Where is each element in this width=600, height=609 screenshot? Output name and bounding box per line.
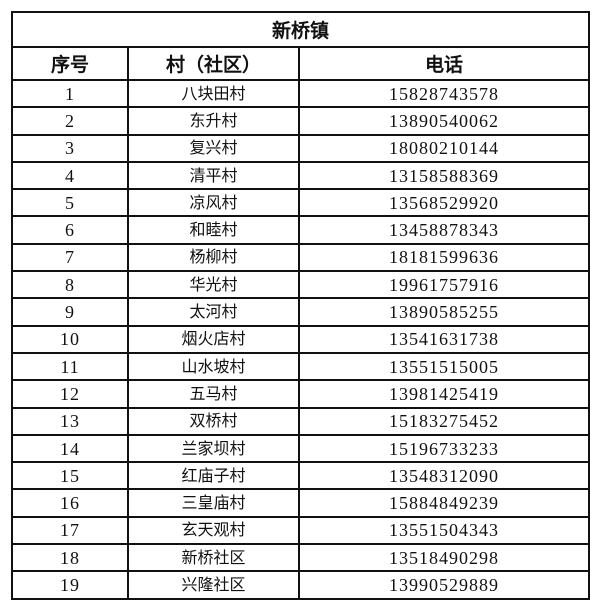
table-row: 1 八块田村 15828743578 xyxy=(11,78,590,109)
table-row: 3 复兴村 18080210144 xyxy=(11,133,590,163)
cell-index: 3 xyxy=(11,133,129,163)
cell-index: 1 xyxy=(11,78,129,109)
table-row: 7 杨柳村 18181599636 xyxy=(11,242,590,273)
table-row: 19 兴隆社区 13990529889 xyxy=(11,570,590,600)
cell-village: 太河村 xyxy=(127,297,300,327)
cell-phone: 13890540062 xyxy=(298,106,590,136)
table-row: 16 三皇庙村 15884849239 xyxy=(11,488,590,518)
cell-village: 东升村 xyxy=(127,106,300,136)
contact-table: 新桥镇 序号 村（社区） 电话 1 八块田村 15828743578 2 东升村 1389… xyxy=(11,11,590,600)
cell-index: 17 xyxy=(11,515,129,546)
table-row: 4 清平村 13158588369 xyxy=(11,160,590,191)
table-row: 9 太河村 13890585255 xyxy=(11,297,590,327)
cell-phone: 13551515005 xyxy=(298,351,590,382)
cell-phone: 13548312090 xyxy=(298,461,590,491)
cell-village: 双桥村 xyxy=(127,406,300,436)
cell-phone: 13158588369 xyxy=(298,160,590,191)
table-row: 5 凉风村 13568529920 xyxy=(11,188,590,218)
cell-phone: 13981425419 xyxy=(298,379,590,409)
cell-village: 复兴村 xyxy=(127,133,300,163)
cell-village: 清平村 xyxy=(127,160,300,191)
cell-phone: 18080210144 xyxy=(298,133,590,163)
cell-phone: 15196733233 xyxy=(298,433,590,464)
table-row: 15 红庙子村 13548312090 xyxy=(11,461,590,491)
cell-village: 玄天观村 xyxy=(127,515,300,546)
cell-index: 8 xyxy=(11,270,129,300)
cell-village: 和睦村 xyxy=(127,215,300,245)
cell-village: 山水坡村 xyxy=(127,351,300,382)
cell-index: 2 xyxy=(11,106,129,136)
table-header-row: 序号 村（社区） 电话 xyxy=(11,46,590,81)
cell-index: 19 xyxy=(11,570,129,600)
cell-village: 红庙子村 xyxy=(127,461,300,491)
table-title-row: 新桥镇 xyxy=(11,11,590,48)
cell-phone: 13458878343 xyxy=(298,215,590,245)
table-row: 10 烟火店村 13541631738 xyxy=(11,324,590,354)
header-index: 序号 xyxy=(11,46,129,81)
table-row: 2 东升村 13890540062 xyxy=(11,106,590,136)
table-row: 8 华光村 19961757916 xyxy=(11,270,590,300)
cell-phone: 13890585255 xyxy=(298,297,590,327)
cell-phone: 15828743578 xyxy=(298,78,590,109)
cell-village: 三皇庙村 xyxy=(127,488,300,518)
table-row: 11 山水坡村 13551515005 xyxy=(11,351,590,382)
cell-index: 10 xyxy=(11,324,129,354)
cell-phone: 15884849239 xyxy=(298,488,590,518)
header-phone: 电话 xyxy=(298,46,590,81)
header-village: 村（社区） xyxy=(127,46,300,81)
cell-village: 兰家坝村 xyxy=(127,433,300,464)
cell-village: 烟火店村 xyxy=(127,324,300,354)
cell-village: 杨柳村 xyxy=(127,242,300,273)
cell-phone: 13518490298 xyxy=(298,543,590,573)
cell-village: 兴隆社区 xyxy=(127,570,300,600)
table-title: 新桥镇 xyxy=(11,11,590,48)
cell-village: 五马村 xyxy=(127,379,300,409)
cell-index: 13 xyxy=(11,406,129,436)
table-row: 17 玄天观村 13551504343 xyxy=(11,515,590,546)
cell-village: 凉风村 xyxy=(127,188,300,218)
cell-phone: 18181599636 xyxy=(298,242,590,273)
table-row: 18 新桥社区 13518490298 xyxy=(11,543,590,573)
table-row: 13 双桥村 15183275452 xyxy=(11,406,590,436)
cell-phone: 13541631738 xyxy=(298,324,590,354)
cell-village: 八块田村 xyxy=(127,78,300,109)
table-row: 14 兰家坝村 15196733233 xyxy=(11,433,590,464)
cell-index: 15 xyxy=(11,461,129,491)
cell-index: 5 xyxy=(11,188,129,218)
cell-index: 7 xyxy=(11,242,129,273)
cell-phone: 19961757916 xyxy=(298,270,590,300)
cell-index: 4 xyxy=(11,160,129,191)
cell-index: 16 xyxy=(11,488,129,518)
cell-index: 18 xyxy=(11,543,129,573)
cell-village: 华光村 xyxy=(127,270,300,300)
table-row: 12 五马村 13981425419 xyxy=(11,379,590,409)
cell-index: 14 xyxy=(11,433,129,464)
table-row: 6 和睦村 13458878343 xyxy=(11,215,590,245)
cell-village: 新桥社区 xyxy=(127,543,300,573)
cell-phone: 13990529889 xyxy=(298,570,590,600)
cell-index: 12 xyxy=(11,379,129,409)
cell-index: 11 xyxy=(11,351,129,382)
cell-index: 9 xyxy=(11,297,129,327)
cell-phone: 15183275452 xyxy=(298,406,590,436)
cell-phone: 13568529920 xyxy=(298,188,590,218)
cell-phone: 13551504343 xyxy=(298,515,590,546)
cell-index: 6 xyxy=(11,215,129,245)
